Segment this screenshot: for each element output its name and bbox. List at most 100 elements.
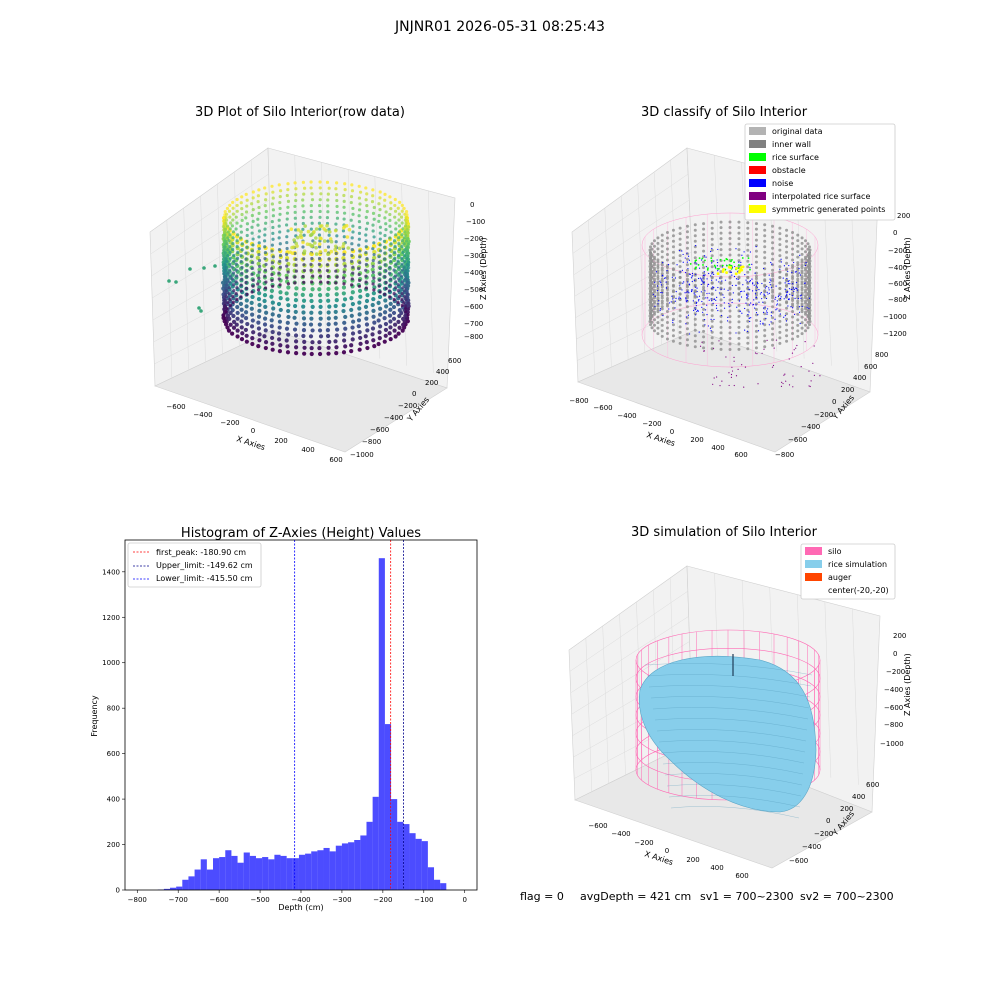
inner-wall-point [656, 282, 660, 286]
inner-wall-point [660, 329, 664, 333]
inner-wall-point [649, 272, 653, 276]
inner-wall-point [685, 327, 689, 331]
histogram-bar [280, 855, 287, 890]
simulation-x-tick: 200 [686, 856, 699, 864]
raw-point [302, 249, 307, 254]
noise-point [793, 261, 795, 264]
classify-y-tick: −600 [788, 436, 807, 444]
inner-wall-point [660, 268, 664, 272]
rice-surface-point [721, 264, 724, 267]
histogram-x-tick-label: −400 [291, 896, 310, 904]
histogram-bar [163, 888, 171, 890]
noise-point [695, 305, 697, 307]
raw-point [257, 258, 262, 263]
raw-point [276, 313, 282, 318]
raw-point [250, 294, 255, 300]
inner-wall-point [800, 291, 804, 295]
noise-point [782, 277, 784, 279]
simulation-z-tick: −600 [884, 704, 903, 712]
raw-point [262, 298, 267, 304]
rice-surface-point [707, 267, 709, 270]
inner-wall-point [650, 313, 654, 317]
inner-wall-point [785, 228, 789, 232]
inner-wall-point [737, 237, 741, 241]
legend-swatch-silo [805, 547, 822, 555]
interpolated-point [800, 366, 802, 368]
raw-y-tick: 400 [436, 368, 449, 376]
raw-point [270, 278, 274, 283]
inner-wall-point [746, 259, 750, 263]
gridline [150, 173, 269, 255]
raw-point [245, 292, 249, 296]
histogram-bar [262, 857, 269, 890]
noise-point [687, 290, 689, 292]
raw-point [398, 271, 402, 275]
noise-point [730, 271, 733, 273]
inner-wall-point [665, 247, 669, 251]
raw-point [257, 241, 261, 245]
inner-wall-point [754, 285, 758, 289]
raw-point [257, 276, 261, 280]
noise-point [750, 302, 752, 304]
raw-point [317, 351, 323, 357]
inner-wall-point [702, 222, 706, 226]
inner-wall-point [702, 291, 706, 295]
classify-z-tick: 200 [897, 212, 910, 220]
inner-wall-point [702, 296, 706, 300]
inner-wall-point [791, 269, 795, 273]
interpolated-point [756, 353, 758, 355]
raw-point [271, 237, 275, 241]
raw-point [364, 227, 368, 231]
raw-point [326, 351, 331, 356]
inner-wall-point [796, 250, 800, 254]
raw-point [334, 187, 338, 191]
inner-wall-point [710, 341, 714, 345]
inner-wall-point [746, 221, 750, 225]
interpolated-point [733, 384, 735, 387]
inner-wall-point [693, 283, 697, 287]
raw-point [334, 269, 338, 273]
gridline [637, 183, 646, 353]
legend-swatch-interpolated [749, 192, 766, 200]
noise-point [759, 323, 761, 325]
inner-wall-point [785, 278, 789, 282]
raw-point [249, 306, 254, 311]
noise-point [751, 278, 753, 280]
raw-point [310, 221, 314, 225]
raw-point [317, 242, 322, 246]
noise-point [710, 298, 712, 300]
raw-point [235, 328, 240, 333]
classify-z-tick: −800 [888, 296, 907, 304]
inner-wall-point [778, 248, 782, 252]
raw-point [285, 297, 290, 302]
inner-wall-point [796, 279, 800, 283]
gridline [153, 277, 272, 343]
raw-point [399, 274, 403, 278]
inner-wall-point [737, 231, 741, 235]
raw-point [231, 200, 235, 204]
raw-point [221, 295, 226, 299]
raw-point [244, 216, 248, 220]
noise-point [703, 271, 705, 273]
raw-point [269, 318, 274, 323]
gridline [670, 159, 679, 338]
raw-point [403, 283, 407, 287]
inner-wall-point [778, 314, 782, 318]
inner-wall-point [771, 321, 775, 325]
classify-y-tick: 800 [875, 351, 888, 359]
inner-wall-point [702, 302, 706, 306]
raw-point [227, 291, 231, 296]
inner-wall-point [771, 272, 775, 276]
noise-point [755, 297, 757, 299]
noise-point [749, 281, 751, 283]
raw-point [222, 266, 226, 270]
noise-point [740, 296, 743, 298]
inner-wall-point [710, 254, 714, 258]
noise-point [735, 278, 738, 280]
raw-point [256, 200, 260, 204]
interpolated-point [783, 374, 785, 376]
noise-point [697, 300, 700, 302]
noise-point [712, 286, 714, 288]
inner-wall-point [719, 347, 723, 351]
noise-point [660, 284, 662, 286]
